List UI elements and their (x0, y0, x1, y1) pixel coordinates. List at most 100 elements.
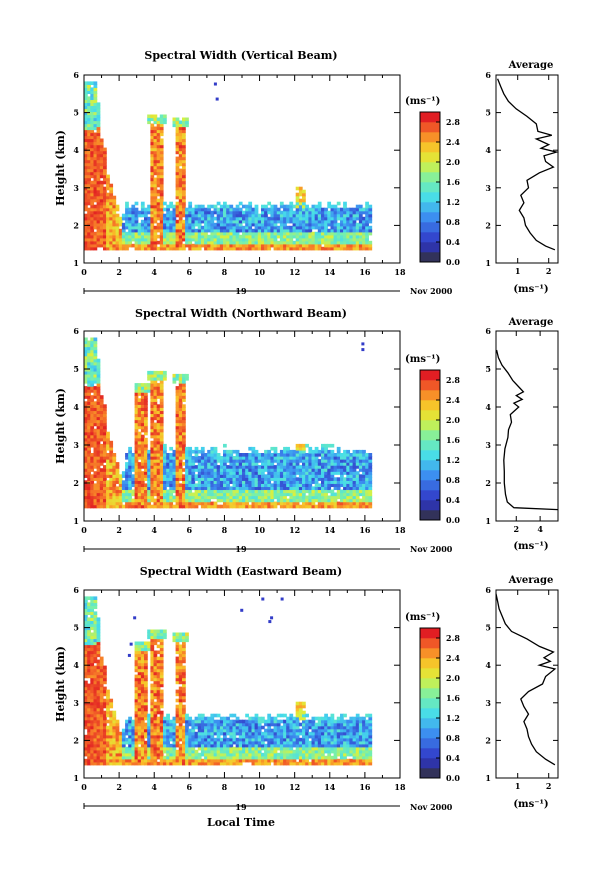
heatmap-cell (87, 668, 91, 673)
heatmap-cell (115, 468, 120, 472)
heatmap-cell (109, 237, 114, 242)
heatmap-cell (267, 210, 272, 215)
heatmap-cell (112, 761, 117, 766)
heatmap-cell (264, 210, 268, 215)
heatmap-cell (153, 225, 158, 230)
heatmap-cell (267, 222, 272, 227)
heatmap-cell (358, 207, 363, 212)
heatmap-cell (242, 498, 246, 503)
heatmap-cell (87, 632, 91, 637)
heatmap-cell (99, 671, 104, 676)
heatmap-cell (125, 504, 129, 509)
heatmap-cell (267, 504, 272, 509)
heatmap-cell (197, 216, 202, 221)
heatmap-cell (156, 434, 161, 439)
heatmap-cell (191, 225, 196, 230)
heatmap-cell (153, 192, 158, 197)
heatmap-cell (109, 198, 114, 203)
heatmap-cell (254, 231, 259, 236)
heatmap-cell (96, 389, 101, 393)
heatmap-cell (134, 431, 139, 436)
heatmap-cell (93, 346, 98, 351)
heatmap-cell (276, 456, 281, 460)
heatmap-cell (156, 737, 161, 742)
heatmap-cell (121, 743, 126, 748)
heatmap-cell (283, 456, 287, 460)
heatmap-cell (93, 222, 98, 227)
heatmap-cell (140, 222, 145, 227)
heatmap-cell (314, 492, 319, 497)
heatmap-cell (134, 758, 139, 763)
heatmap-cell (321, 246, 325, 251)
heatmap-cell (267, 456, 272, 460)
heatmap-cell (261, 240, 265, 245)
heatmap-cell (159, 171, 164, 176)
heatmap-cell (349, 459, 354, 463)
heatmap-cell (229, 234, 234, 239)
heatmap-cell (182, 425, 186, 430)
heatmap-cell (99, 725, 104, 730)
heatmap-cell (137, 701, 142, 706)
heatmap-cell (276, 468, 281, 472)
heatmap-cell (109, 465, 114, 469)
heatmap-cell (93, 111, 98, 116)
heatmap-cell (302, 462, 306, 466)
heatmap-cell (84, 135, 88, 140)
heatmap-cell (346, 231, 351, 236)
heatmap-cell (197, 219, 202, 224)
heatmap-cell (178, 416, 183, 421)
heatmap-cell (150, 749, 155, 754)
heatmap-cell (302, 189, 306, 194)
heatmap-cell (207, 486, 211, 491)
heatmap-cell (216, 453, 221, 457)
heatmap-cell (317, 492, 322, 497)
heatmap-cell (99, 192, 104, 197)
heatmap-cell (150, 677, 155, 682)
heatmap-cell (147, 629, 151, 634)
heatmap-cell (115, 477, 120, 481)
heatmap-cell (84, 389, 88, 393)
heatmap-cell (305, 225, 309, 230)
heatmap-cell (358, 489, 363, 494)
heatmap-cell (317, 210, 322, 215)
heatmap-cell (84, 165, 88, 170)
heatmap-cell (84, 201, 88, 206)
heatmap-cell (166, 213, 170, 218)
heatmap-cell (336, 237, 341, 242)
heatmap-cell (153, 707, 158, 712)
colorbar-unit: (ms⁻¹) (405, 96, 440, 107)
heatmap-cell (90, 422, 95, 427)
heatmap-cell (84, 734, 88, 739)
heatmap-cell (84, 90, 88, 95)
heatmap-cell (93, 471, 98, 475)
heatmap-cell (182, 138, 186, 143)
heatmap-cell (365, 471, 369, 475)
heatmap-cell (245, 210, 249, 215)
heatmap-cell (153, 740, 158, 745)
heatmap-cell (163, 234, 167, 239)
heatmap-cell (349, 471, 354, 475)
heatmap-cell (125, 201, 129, 206)
heatmap-cell (197, 480, 202, 484)
heatmap-cell (159, 383, 164, 387)
heatmap-cell (140, 443, 145, 448)
heatmap-cell (352, 231, 357, 236)
heatmap-cell (140, 755, 145, 760)
heatmap-cell (137, 231, 142, 236)
heatmap-cell (84, 126, 88, 131)
heatmap-cell (261, 477, 265, 481)
heatmap-cell (156, 474, 161, 478)
heatmap-cell (283, 446, 287, 451)
heatmap-cell (128, 216, 132, 221)
heatmap-cell (144, 728, 148, 733)
heatmap-cell (137, 404, 142, 408)
heatmap-cell (93, 602, 98, 607)
heatmap-cell (96, 370, 101, 375)
heatmap-cell (349, 477, 354, 481)
heatmap-cell (87, 219, 91, 224)
heatmap-cell (336, 483, 341, 488)
heatmap-cell (283, 207, 287, 212)
heatmap-cell (264, 495, 268, 500)
heatmap-cell (93, 614, 98, 619)
heatmap-cell (349, 498, 354, 503)
